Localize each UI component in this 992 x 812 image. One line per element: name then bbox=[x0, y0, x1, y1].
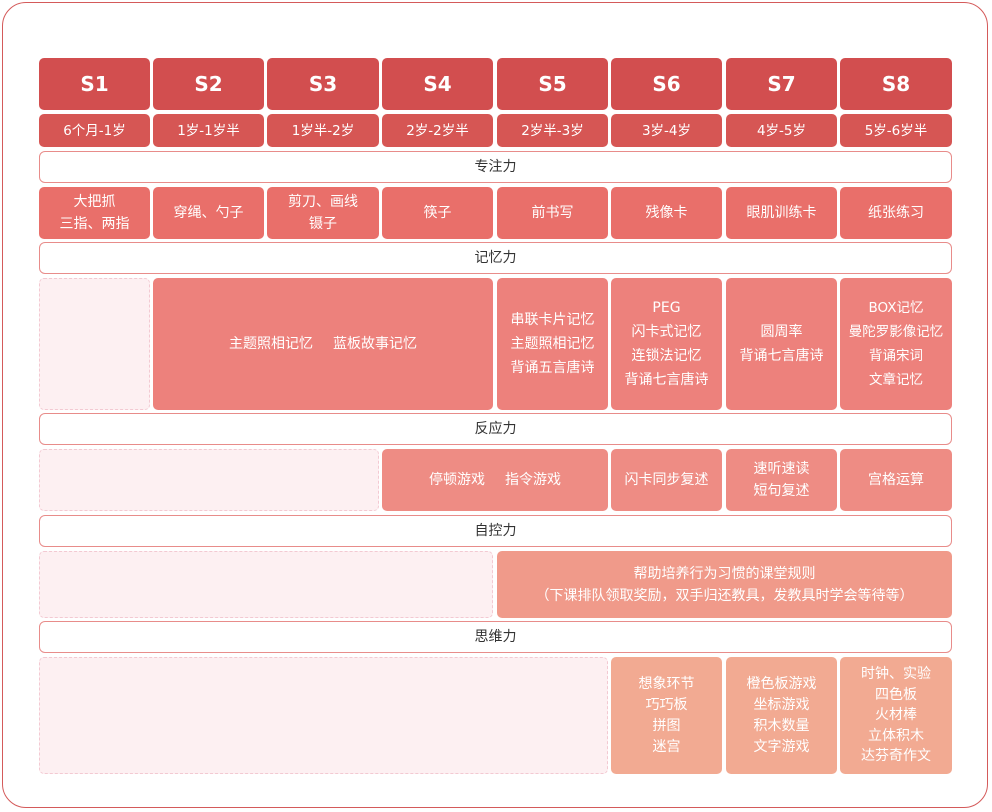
stage-header-s6: S6 bbox=[611, 58, 722, 110]
memory-item-line: 文章记忆 bbox=[869, 372, 923, 388]
memory-item-line: 圆周率 bbox=[760, 324, 803, 340]
focus-item-s1: 大把抓 三指、两指 bbox=[39, 187, 150, 239]
memory-item-line: 背诵七言唐诗 bbox=[624, 372, 709, 388]
memory-item-s7: 圆周率 背诵七言唐诗 bbox=[726, 278, 837, 410]
section-memory: 记忆力 bbox=[39, 242, 952, 274]
age-s3: 1岁半-2岁 bbox=[267, 114, 379, 147]
age-s4: 2岁-2岁半 bbox=[382, 114, 493, 147]
thinking-item-line: 立体积木 bbox=[868, 727, 924, 744]
focus-item-s7: 眼肌训练卡 bbox=[726, 187, 837, 239]
stage-header-s5: S5 bbox=[497, 58, 608, 110]
memory-item-line: PEG bbox=[652, 300, 681, 316]
memory-item-text: 蓝板故事记忆 bbox=[333, 336, 417, 352]
focus-item-s2: 穿绳、勺子 bbox=[153, 187, 264, 239]
focus-item-line: 大把抓 bbox=[73, 194, 116, 210]
thinking-item-line: 四色板 bbox=[875, 686, 917, 703]
memory-item-line: 主题照相记忆 bbox=[510, 336, 595, 352]
age-s7: 4岁-5岁 bbox=[726, 114, 837, 147]
selfcontrol-item-line: 帮助培养行为习惯的课堂规则 bbox=[633, 565, 816, 582]
selfcontrol-item-s5-s8: 帮助培养行为习惯的课堂规则 （下课排队领取奖励，双手归还教具，发教具时学会等待等… bbox=[497, 551, 952, 618]
thinking-item-s8: 时钟、实验 四色板 火材棒 立体积木 达芬奇作文 bbox=[840, 657, 952, 774]
reaction-item-s7: 速听速读 短句复述 bbox=[726, 449, 837, 511]
stage-header-s4: S4 bbox=[382, 58, 493, 110]
memory-item-line: 背诵七言唐诗 bbox=[739, 348, 824, 364]
thinking-item-line: 想象环节 bbox=[638, 675, 695, 692]
memory-item-line: 连锁法记忆 bbox=[631, 348, 702, 364]
thinking-item-line: 橙色板游戏 bbox=[746, 675, 817, 692]
memory-item-line: 曼陀罗影像记忆 bbox=[848, 324, 944, 340]
reaction-item-text: 指令游戏 bbox=[505, 472, 561, 488]
stage-header-s1: S1 bbox=[39, 58, 150, 110]
stage-header-s8: S8 bbox=[840, 58, 952, 110]
thinking-item-line: 时钟、实验 bbox=[861, 666, 931, 683]
memory-item-line: 背诵宋词 bbox=[869, 348, 923, 364]
focus-item-s4: 筷子 bbox=[382, 187, 493, 239]
section-reaction: 反应力 bbox=[39, 413, 952, 445]
focus-item-line: 三指、两指 bbox=[59, 216, 130, 232]
age-s2: 1岁-1岁半 bbox=[153, 114, 264, 147]
reaction-item-s6: 闪卡同步复述 bbox=[611, 449, 722, 511]
reaction-item-line: 速听速读 bbox=[753, 461, 810, 477]
reaction-empty-s1-s3 bbox=[39, 449, 379, 511]
stage-header-s7: S7 bbox=[726, 58, 837, 110]
thinking-item-line: 文字游戏 bbox=[753, 738, 810, 755]
thinking-item-line: 火材棒 bbox=[875, 707, 917, 724]
age-s1: 6个月-1岁 bbox=[39, 114, 150, 147]
memory-item-s2-s4: 主题照相记忆 蓝板故事记忆 bbox=[153, 278, 493, 410]
age-s8: 5岁-6岁半 bbox=[840, 114, 952, 147]
section-selfcontrol: 自控力 bbox=[39, 515, 952, 547]
memory-item-s8: BOX记忆 曼陀罗影像记忆 背诵宋词 文章记忆 bbox=[840, 278, 952, 410]
focus-item-s5: 前书写 bbox=[497, 187, 608, 239]
memory-item-line: BOX记忆 bbox=[868, 300, 924, 316]
memory-empty-s1 bbox=[39, 278, 150, 410]
age-s6: 3岁-4岁 bbox=[611, 114, 722, 147]
thinking-item-line: 巧巧板 bbox=[645, 696, 688, 713]
memory-item-s5: 串联卡片记忆 主题照相记忆 背诵五言唐诗 bbox=[497, 278, 608, 410]
memory-item-line: 背诵五言唐诗 bbox=[510, 360, 595, 376]
thinking-item-line: 迷宫 bbox=[652, 738, 681, 755]
reaction-item-text: 停顿游戏 bbox=[429, 472, 485, 488]
thinking-item-line: 拼图 bbox=[652, 717, 681, 734]
selfcontrol-empty-s1-s4 bbox=[39, 551, 493, 618]
reaction-item-line: 短句复述 bbox=[753, 483, 810, 499]
thinking-item-s7: 橙色板游戏 坐标游戏 积木数量 文字游戏 bbox=[726, 657, 837, 774]
memory-item-s6: PEG 闪卡式记忆 连锁法记忆 背诵七言唐诗 bbox=[611, 278, 722, 410]
thinking-item-line: 坐标游戏 bbox=[753, 696, 810, 713]
thinking-item-line: 达芬奇作文 bbox=[861, 748, 931, 765]
selfcontrol-item-line: （下课排队领取奖励，双手归还教具，发教具时学会等待等） bbox=[535, 587, 914, 604]
reaction-item-s8: 宫格运算 bbox=[840, 449, 952, 511]
age-s5: 2岁半-3岁 bbox=[497, 114, 608, 147]
memory-item-text: 主题照相记忆 bbox=[229, 336, 313, 352]
stage-header-s2: S2 bbox=[153, 58, 264, 110]
section-thinking: 思维力 bbox=[39, 621, 952, 653]
focus-item-s3: 剪刀、画线 镊子 bbox=[267, 187, 379, 239]
reaction-item-s4-s5: 停顿游戏 指令游戏 bbox=[382, 449, 608, 511]
memory-item-line: 串联卡片记忆 bbox=[510, 312, 595, 328]
stage-header-s3: S3 bbox=[267, 58, 379, 110]
focus-item-s8: 纸张练习 bbox=[840, 187, 952, 239]
thinking-empty-s1-s5 bbox=[39, 657, 608, 774]
thinking-item-s6: 想象环节 巧巧板 拼图 迷宫 bbox=[611, 657, 722, 774]
focus-item-s6: 残像卡 bbox=[611, 187, 722, 239]
thinking-item-line: 积木数量 bbox=[753, 717, 810, 734]
section-focus: 专注力 bbox=[39, 151, 952, 183]
memory-item-line: 闪卡式记忆 bbox=[631, 324, 702, 340]
focus-item-line: 剪刀、画线 bbox=[288, 194, 358, 210]
focus-item-line: 镊子 bbox=[309, 216, 337, 232]
